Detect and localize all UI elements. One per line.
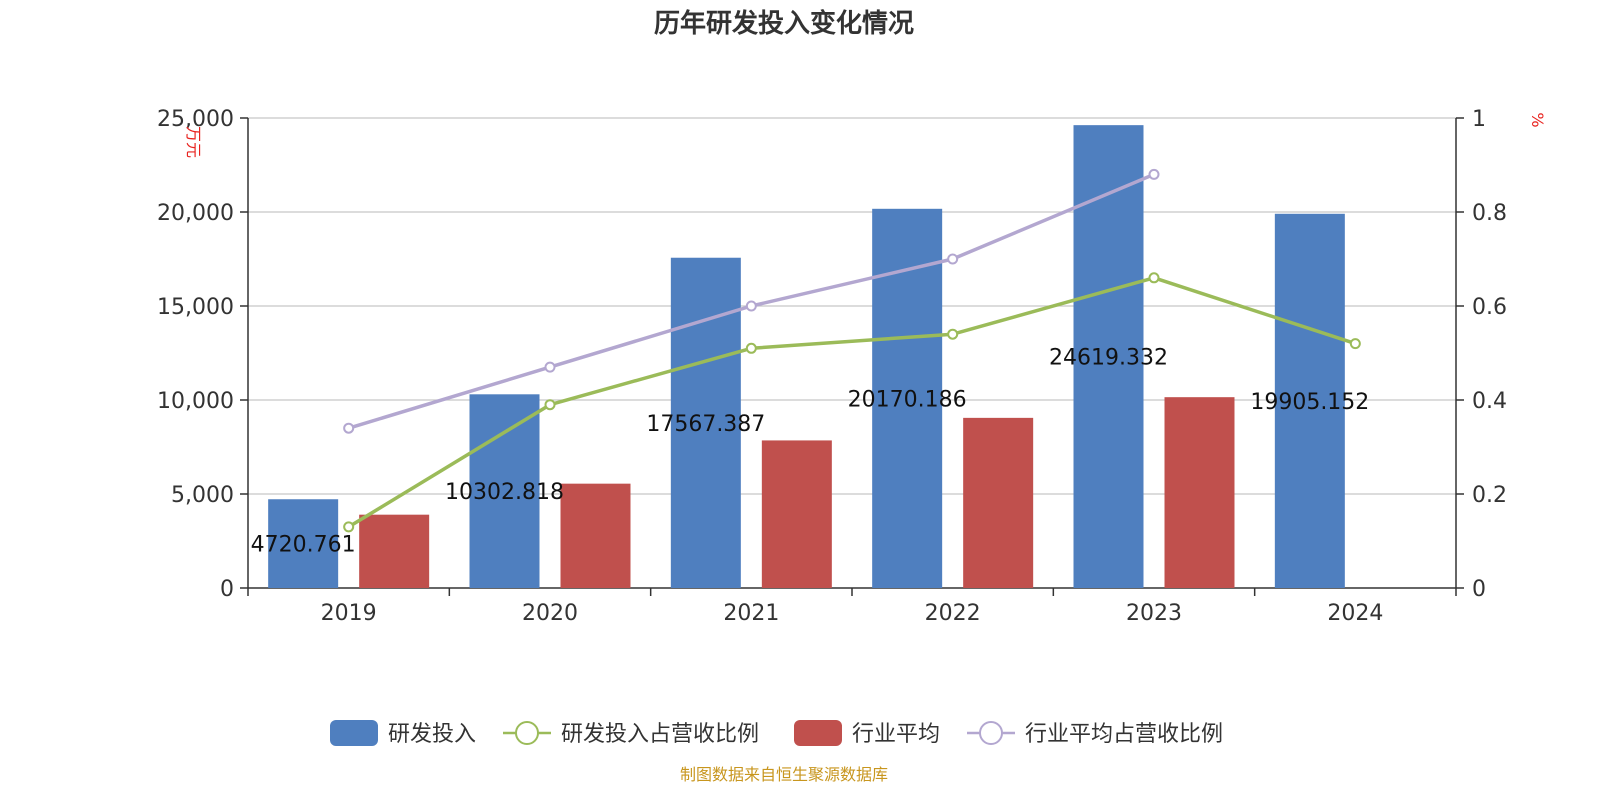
bar-data-label: 24619.332 [1049, 346, 1168, 371]
right-tick-label: 1 [1472, 107, 1486, 132]
line-point [343, 422, 355, 434]
chart-title: 历年研发投入变化情况 [654, 8, 914, 39]
bar-data-label: 19905.152 [1250, 390, 1369, 415]
right-tick-label: 0.8 [1472, 201, 1507, 226]
bar-rd-investment [469, 394, 540, 588]
legend-swatch-bar [330, 720, 378, 746]
line-point [544, 361, 556, 373]
legend-item[interactable]: 研发投入占营收比例 [503, 721, 759, 747]
line-point [1148, 272, 1160, 284]
right-axis-unit: % [1528, 112, 1547, 127]
lines [343, 168, 1361, 533]
bar-data-label: 4720.761 [251, 533, 356, 558]
legend-item[interactable]: 研发投入 [330, 720, 476, 747]
right-tick-label: 0 [1472, 577, 1486, 602]
line-point [745, 342, 757, 354]
bar-industry-average [359, 514, 430, 588]
legend-item[interactable]: 行业平均 [794, 720, 940, 747]
legend-label: 行业平均占营收比例 [1025, 722, 1223, 747]
bar-data-label: 20170.186 [848, 387, 967, 412]
x-tick-label: 2021 [723, 601, 779, 626]
line-point [947, 253, 959, 265]
right-tick-label: 0.2 [1472, 483, 1507, 508]
grid [248, 117, 1456, 495]
bar-data-label: 10302.818 [445, 480, 564, 505]
x-tick-label: 2020 [522, 601, 578, 626]
left-tick-label: 25,000 [157, 107, 234, 132]
legend-swatch-marker [979, 721, 1003, 745]
line-point [1148, 168, 1160, 180]
right-tick-label: 0.6 [1472, 295, 1507, 320]
bar-industry-average [963, 417, 1034, 588]
line-point [745, 300, 757, 312]
x-tick-label: 2023 [1126, 601, 1182, 626]
right-tick-label: 0.4 [1472, 389, 1507, 414]
line-point [343, 521, 355, 533]
x-tick-label: 2019 [321, 601, 377, 626]
bar-rd-investment [1274, 213, 1345, 588]
line-rd-ratio [347, 276, 1356, 529]
left-tick-label: 15,000 [157, 295, 234, 320]
left-tick-label: 20,000 [157, 201, 234, 226]
bar-industry-average [560, 483, 631, 588]
legend-label: 行业平均 [852, 722, 940, 747]
legend: 研发投入 研发投入占营收比例 行业平均 行业平均占营收比例 [330, 720, 1223, 747]
legend-swatch-bar [794, 720, 842, 746]
bar-industry-average [761, 440, 832, 588]
bar-industry-average [1164, 397, 1235, 588]
bars [268, 125, 1345, 588]
legend-label: 研发投入 [388, 722, 476, 747]
left-axis-unit: 万元 [184, 126, 203, 158]
legend-swatch-marker [515, 721, 539, 745]
bar-rd-investment [268, 499, 339, 588]
bar-rd-investment [872, 208, 943, 588]
line-point [1349, 338, 1361, 350]
line-point [947, 328, 959, 340]
legend-item[interactable]: 行业平均占营收比例 [967, 721, 1223, 747]
legend-label: 研发投入占营收比例 [561, 722, 759, 747]
axes: 0 5,000 10,000 15,000 20,000 25,000 0 0.2 0.4 0.6… [157, 107, 1507, 626]
data-labels: 4720.761 10302.818 17567.387 20170.186 24619… [251, 346, 1370, 558]
source-note: 制图数据来自恒生聚源数据库 [680, 765, 888, 784]
bar-data-label: 17567.387 [646, 412, 765, 437]
line-point [544, 399, 556, 411]
left-tick-label: 5,000 [171, 483, 234, 508]
left-tick-label: 0 [220, 577, 234, 602]
x-tick-label: 2022 [925, 601, 981, 626]
x-tick-label: 2024 [1327, 601, 1383, 626]
left-tick-label: 10,000 [157, 389, 234, 414]
